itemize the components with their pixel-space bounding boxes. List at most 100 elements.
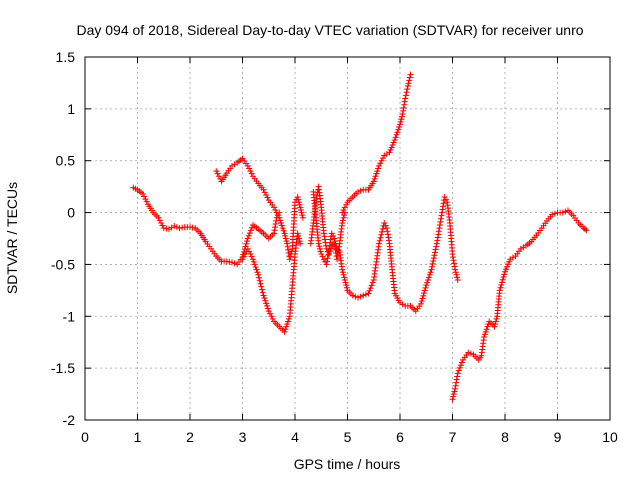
- data-point-marker: [492, 321, 499, 328]
- data-point-marker: [325, 248, 332, 255]
- data-point-marker: [434, 234, 441, 241]
- data-point-marker: [258, 283, 265, 290]
- data-point-marker: [402, 92, 409, 99]
- data-point-marker: [437, 215, 444, 222]
- data-point-marker: [425, 274, 432, 281]
- data-point-marker: [264, 302, 270, 309]
- data-point-marker: [244, 245, 251, 252]
- data-point-marker: [370, 178, 377, 185]
- data-point-marker: [374, 168, 381, 175]
- data-point-marker: [268, 313, 275, 320]
- data-point-marker: [498, 282, 505, 289]
- data-point-marker: [406, 77, 413, 84]
- data-point-marker: [384, 231, 391, 238]
- data-point-marker: [485, 321, 492, 328]
- data-point-marker: [327, 236, 334, 243]
- data-point-marker: [213, 168, 220, 175]
- data-point-marker: [385, 234, 392, 241]
- data-point-marker: [316, 245, 323, 252]
- x-tick-label: 7: [449, 429, 457, 445]
- data-point-marker: [376, 237, 383, 244]
- data-point-marker: [382, 222, 389, 229]
- data-point-marker: [582, 226, 589, 233]
- data-point-marker: [404, 86, 411, 93]
- data-point-marker: [385, 237, 392, 244]
- data-point-marker: [288, 248, 295, 255]
- data-point-marker: [243, 240, 250, 247]
- data-point-marker: [295, 232, 302, 239]
- data-point-marker: [453, 379, 460, 386]
- data-point-marker: [261, 189, 268, 196]
- data-point-marker: [246, 248, 253, 255]
- data-point-marker: [285, 246, 292, 253]
- data-point-marker: [430, 255, 437, 262]
- data-point-marker: [143, 198, 150, 205]
- data-point-marker: [316, 243, 323, 250]
- data-point-marker: [341, 276, 348, 283]
- data-point-marker: [297, 240, 304, 247]
- data-point-marker: [398, 113, 405, 120]
- data-point-marker: [375, 165, 382, 172]
- data-point-marker: [401, 101, 408, 108]
- data-point-marker: [189, 224, 196, 231]
- data-point-marker: [339, 219, 346, 226]
- data-point-marker: [296, 238, 303, 245]
- data-point-marker: [376, 162, 382, 169]
- data-point-marker: [365, 290, 372, 297]
- data-point-marker: [282, 235, 289, 242]
- data-point-marker: [160, 225, 167, 232]
- data-point-marker: [256, 274, 262, 281]
- data-point-marker: [264, 194, 271, 201]
- data-point-marker: [399, 111, 406, 118]
- data-point-marker: [402, 95, 409, 102]
- data-point-marker: [244, 162, 251, 169]
- data-point-marker: [484, 323, 491, 330]
- data-point-marker: [245, 232, 252, 239]
- data-point-marker: [430, 257, 437, 264]
- data-point-marker: [260, 292, 267, 299]
- data-point-marker: [325, 252, 332, 259]
- data-point-marker: [366, 287, 373, 294]
- data-point-marker: [330, 232, 337, 239]
- data-point-marker: [262, 297, 269, 304]
- data-point-marker: [280, 227, 287, 234]
- data-point-marker: [343, 282, 350, 289]
- data-point-marker: [551, 210, 558, 217]
- data-point-marker: [397, 118, 404, 125]
- y-tick-label: 1.5: [56, 49, 76, 65]
- data-point-marker: [432, 249, 438, 256]
- data-point-marker: [332, 240, 339, 247]
- data-point-marker: [257, 280, 264, 287]
- data-point-marker: [239, 256, 246, 263]
- data-point-marker: [396, 124, 403, 131]
- grid-lines: [85, 57, 610, 420]
- data-point-marker: [320, 256, 327, 263]
- data-point-marker: [272, 206, 279, 213]
- data-point-marker: [357, 293, 364, 300]
- data-point-marker: [397, 121, 403, 128]
- data-point-marker: [339, 209, 346, 216]
- data-point-marker: [404, 83, 411, 90]
- data-point-marker: [440, 203, 447, 210]
- data-point-marker: [281, 328, 288, 335]
- data-point-marker: [433, 240, 440, 247]
- series-arc2: [239, 230, 304, 335]
- data-point-marker: [259, 289, 266, 296]
- series-arc6: [339, 71, 414, 216]
- data-point-marker: [482, 328, 489, 335]
- data-point-marker: [434, 237, 441, 244]
- chart-title: Day 094 of 2018, Sidereal Day-to-day VTE…: [76, 22, 583, 38]
- data-point-marker: [420, 292, 427, 299]
- data-point-marker: [496, 287, 503, 294]
- data-point-marker: [267, 310, 274, 317]
- data-point-marker: [282, 232, 289, 239]
- x-tick-label: 4: [291, 429, 299, 445]
- data-point-marker: [520, 244, 527, 251]
- data-point-marker: [246, 230, 253, 237]
- data-point-marker: [453, 376, 460, 383]
- data-point-marker: [400, 107, 407, 114]
- data-point-marker: [250, 258, 257, 265]
- x-tick-label: 0: [81, 429, 89, 445]
- data-point-marker: [352, 293, 359, 300]
- data-point-marker: [439, 209, 445, 216]
